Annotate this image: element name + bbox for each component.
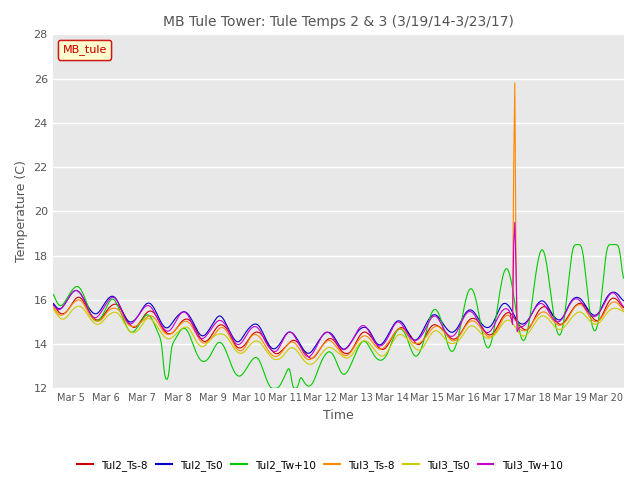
Legend: MB_tule: MB_tule	[58, 40, 111, 60]
Title: MB Tule Tower: Tule Temps 2 & 3 (3/19/14-3/23/17): MB Tule Tower: Tule Temps 2 & 3 (3/19/14…	[163, 15, 513, 29]
Y-axis label: Temperature (C): Temperature (C)	[15, 160, 28, 262]
X-axis label: Time: Time	[323, 409, 353, 422]
Legend: Tul2_Ts-8, Tul2_Ts0, Tul2_Tw+10, Tul3_Ts-8, Tul3_Ts0, Tul3_Tw+10: Tul2_Ts-8, Tul2_Ts0, Tul2_Tw+10, Tul3_Ts…	[73, 456, 567, 475]
